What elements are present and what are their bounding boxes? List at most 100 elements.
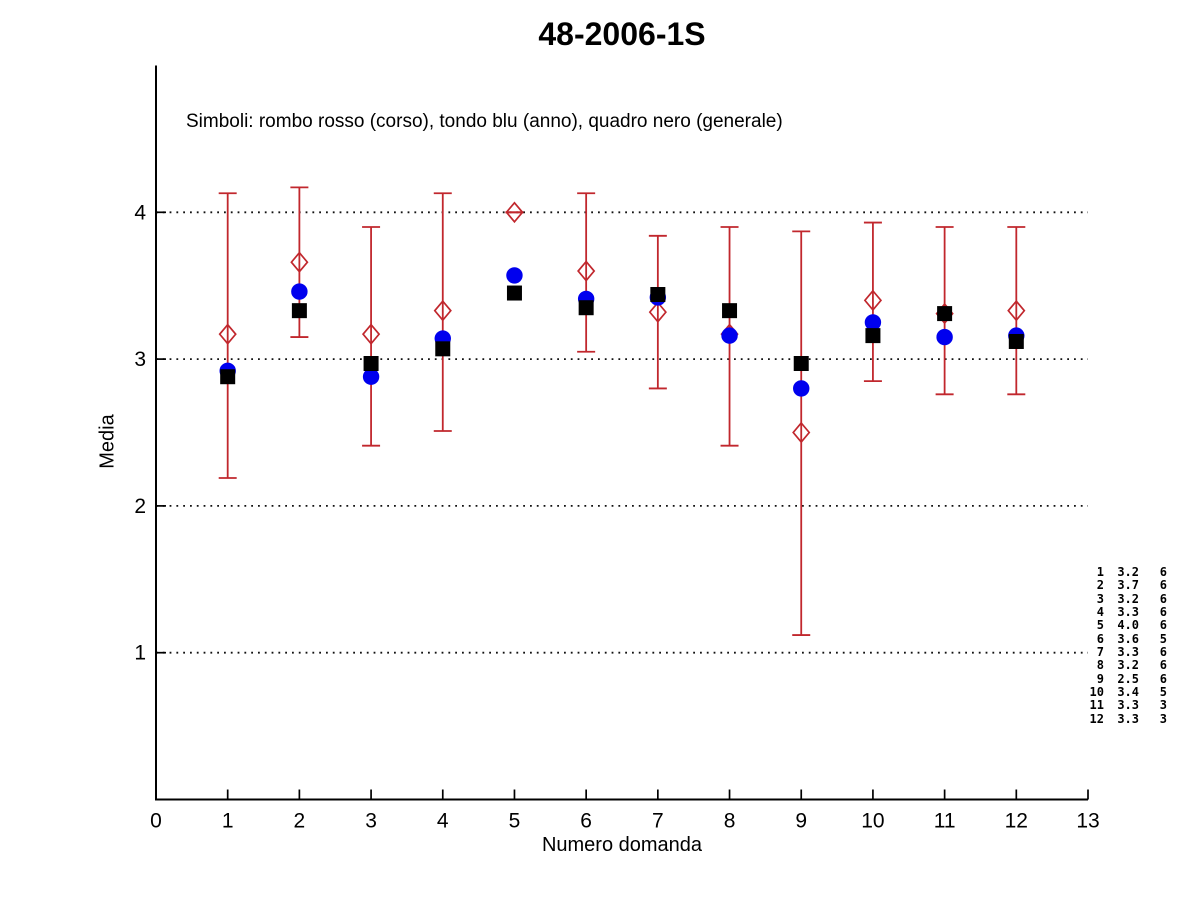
summary-cell-question: 5 xyxy=(1096,618,1104,633)
summary-table-row-11: 11 3.3 3 xyxy=(1083,698,1167,713)
diamond-marker-q7 xyxy=(648,301,667,323)
square-marker-q4 xyxy=(435,341,451,357)
x-tick-label-9: 9 xyxy=(795,810,807,833)
chart-title: 48-2006-1S xyxy=(538,16,706,52)
circle-marker-q9 xyxy=(793,380,810,397)
summary-table-row-7: 7 3.3 6 xyxy=(1083,645,1167,660)
summary-cell-n: 6 xyxy=(1159,605,1167,620)
summary-cell-n: 6 xyxy=(1159,618,1167,633)
summary-cell-n: 6 xyxy=(1159,565,1167,579)
circle-marker-q3 xyxy=(362,368,380,385)
summary-cell-mean: 3.3 xyxy=(1117,711,1139,726)
x-tick-label-3: 3 xyxy=(365,810,377,833)
x-tick-label-8: 8 xyxy=(724,810,736,833)
diamond-marker-q10 xyxy=(863,289,883,312)
y-tick-label-4: 4 xyxy=(134,201,146,224)
summary-cell-mean: 2.5 xyxy=(1117,671,1139,686)
summary-table-row-8: 8 3.2 6 xyxy=(1083,658,1167,673)
summary-cell-n: 6 xyxy=(1159,591,1167,606)
x-tick-label-2: 2 xyxy=(294,810,306,833)
summary-cell-n: 5 xyxy=(1159,631,1167,646)
diamond-marker-q12 xyxy=(1007,299,1026,322)
summary-cell-question: 8 xyxy=(1096,658,1104,673)
summary-table-row-10: 10 3.4 5 xyxy=(1083,685,1167,700)
y-tick-label-2: 2 xyxy=(134,495,146,518)
summary-cell-mean: 3.2 xyxy=(1117,591,1139,606)
summary-cell-mean: 4.0 xyxy=(1117,618,1139,633)
summary-table-row-6: 6 3.6 5 xyxy=(1083,631,1167,646)
summary-cell-question: 4 xyxy=(1096,605,1104,620)
summary-cell-n: 6 xyxy=(1159,658,1167,673)
diamond-marker-q4 xyxy=(433,299,452,322)
y-axis-label: Media xyxy=(96,414,119,469)
square-marker-q6 xyxy=(578,300,594,316)
summary-table: 1 3.2 6 2 3.7 6 3 3.2 6 4 3.3 6 5 4.0 6 6 3.6 5 7 3.3 6 8 3.2 6… xyxy=(1083,565,1167,726)
summary-table-row-2: 2 3.7 6 xyxy=(1083,578,1167,593)
summary-cell-mean: 3.3 xyxy=(1117,605,1139,620)
summary-cell-mean: 3.3 xyxy=(1117,698,1139,713)
summary-cell-mean: 3.3 xyxy=(1117,645,1139,660)
circle-marker-q5 xyxy=(506,267,523,284)
diamond-marker-q6 xyxy=(577,260,596,282)
circle-marker-q2 xyxy=(291,283,308,300)
summary-cell-n: 6 xyxy=(1159,671,1167,686)
summary-cell-question: 2 xyxy=(1096,578,1104,593)
circle-marker-q10 xyxy=(864,314,882,331)
y-tick-label-3: 3 xyxy=(134,348,146,371)
square-marker-q1 xyxy=(220,369,236,385)
square-marker-q3 xyxy=(363,356,379,372)
square-marker-q7 xyxy=(650,287,666,303)
x-tick-label-7: 7 xyxy=(652,810,664,833)
x-tick-label-1: 1 xyxy=(222,810,234,833)
x-tick-label-12: 12 xyxy=(1005,810,1028,833)
x-tick-label-4: 4 xyxy=(437,810,449,833)
square-marker-q9 xyxy=(793,356,809,372)
diamond-marker-q2 xyxy=(290,251,309,274)
summary-cell-mean: 3.6 xyxy=(1117,631,1139,646)
summary-table-row-1: 1 3.2 6 xyxy=(1083,565,1167,579)
square-marker-q12 xyxy=(1008,333,1024,349)
x-tick-label-10: 10 xyxy=(861,810,884,833)
summary-cell-question: 10 xyxy=(1089,685,1104,700)
summary-cell-question: 9 xyxy=(1096,671,1104,686)
diamond-marker-q5 xyxy=(505,201,524,224)
x-tick-label-5: 5 xyxy=(509,810,521,833)
summary-cell-mean: 3.2 xyxy=(1117,658,1139,673)
summary-cell-n: 5 xyxy=(1159,685,1167,700)
x-axis-label: Numero domanda xyxy=(541,834,703,856)
summary-cell-question: 1 xyxy=(1096,565,1104,579)
summary-cell-question: 3 xyxy=(1096,591,1104,606)
circle-marker-q8 xyxy=(721,327,738,344)
x-tick-label-13: 13 xyxy=(1076,810,1099,833)
circle-marker-q11 xyxy=(936,328,953,346)
diamond-marker-q3 xyxy=(361,323,381,345)
summary-table-row-4: 4 3.3 6 xyxy=(1083,605,1167,620)
summary-cell-question: 7 xyxy=(1096,645,1104,660)
summary-cell-n: 3 xyxy=(1159,698,1167,713)
summary-cell-question: 11 xyxy=(1089,698,1104,713)
summary-cell-n: 3 xyxy=(1159,711,1167,726)
summary-cell-question: 6 xyxy=(1096,631,1104,646)
summary-table-row-5: 5 4.0 6 xyxy=(1083,618,1167,633)
summary-table-row-12: 12 3.3 3 xyxy=(1083,711,1167,726)
square-marker-q8 xyxy=(722,303,738,319)
summary-cell-mean: 3.4 xyxy=(1117,685,1139,700)
x-tick-label-6: 6 xyxy=(580,810,592,833)
x-tick-label-11: 11 xyxy=(934,810,956,833)
diamond-marker-q1 xyxy=(218,323,237,345)
summary-cell-n: 6 xyxy=(1159,645,1167,660)
summary-cell-mean: 3.2 xyxy=(1117,565,1139,579)
legend-annotation: Simboli: rombo rosso (corso), tondo blu … xyxy=(186,111,783,132)
y-tick-label-1: 1 xyxy=(134,642,146,665)
x-tick-label-0: 0 xyxy=(150,810,162,833)
square-marker-q10 xyxy=(865,328,881,344)
summary-table-row-9: 9 2.5 6 xyxy=(1083,671,1167,686)
diamond-marker-q9 xyxy=(792,421,811,444)
square-marker-q11 xyxy=(937,306,953,322)
square-marker-q2 xyxy=(291,303,307,319)
summary-table-row-3: 3 3.2 6 xyxy=(1083,591,1167,606)
summary-cell-question: 12 xyxy=(1089,711,1104,726)
summary-cell-n: 6 xyxy=(1159,578,1167,593)
